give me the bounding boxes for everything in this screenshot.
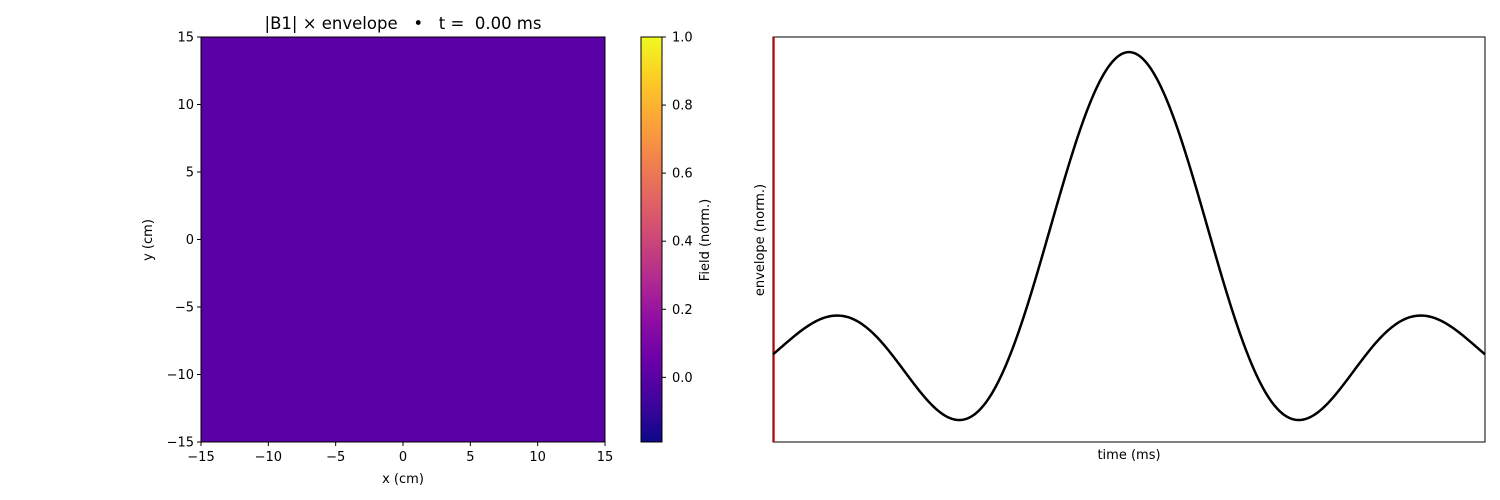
- colorbar-tick-label: 0.8: [672, 99, 693, 114]
- heatmap-x-tick-label: 5: [466, 450, 474, 465]
- heatmap-y-tick-label: −5: [175, 301, 194, 316]
- colorbar-tick-label: 0.0: [672, 371, 693, 386]
- heatmap-x-tick-label: −15: [187, 450, 214, 465]
- heatmap-x-tick-label: 10: [529, 450, 546, 465]
- heatmap-y-tick-label: 0: [186, 233, 194, 248]
- colorbar: 0.0 0.2 0.4 0.6 0.8 1.0 Field (norm.): [640, 31, 713, 443]
- heatmap-inner-disk: [295, 132, 511, 348]
- heatmap-x-tick-label: −10: [255, 450, 282, 465]
- colorbar-label: Field (norm.): [698, 199, 713, 281]
- envelope-series-line: [772, 50, 1486, 422]
- colorbar-tick-label: 0.6: [672, 167, 693, 182]
- heatmap-y-tick-label: −15: [167, 436, 194, 451]
- heatmap-y-tick-label: 10: [177, 98, 194, 113]
- heatmap-x-tick-label: 0: [399, 450, 407, 465]
- heatmap-title: |B1| × envelope • t = 0.00 ms: [265, 14, 542, 33]
- colorbar-axis: 0.0 0.2 0.4 0.6 0.8 1.0: [662, 31, 693, 386]
- heatmap-y-axis: −15 −10 −5 0 5 10 15: [167, 31, 201, 451]
- colorbar-gradient: [640, 36, 663, 443]
- heatmap-x-axis: −15 −10 −5 0 5 10 15: [187, 442, 613, 465]
- heatmap-y-tick-label: 15: [177, 31, 194, 46]
- colorbar-tick-label: 1.0: [672, 31, 693, 46]
- heatmap-x-label: x (cm): [382, 472, 424, 487]
- envelope-x-label: time (ms): [1097, 448, 1160, 463]
- colorbar-tick-label: 0.2: [672, 303, 693, 318]
- heatmap-x-tick-label: −5: [326, 450, 345, 465]
- heatmap-y-tick-label: −10: [167, 368, 194, 383]
- envelope-y-label: envelope (norm.): [753, 184, 768, 296]
- colorbar-tick-label: 0.4: [672, 235, 693, 250]
- heatmap-panel: |B1| × envelope • t = 0.00 ms −15 −10 −5 0 5…: [141, 14, 613, 487]
- heatmap-y-tick-label: 5: [186, 166, 194, 181]
- heatmap-y-label: y (cm): [141, 219, 156, 261]
- envelope-panel: time (ms) envelope (norm.): [753, 36, 1486, 463]
- heatmap-x-tick-label: 15: [597, 450, 614, 465]
- envelope-frame: [772, 36, 1486, 443]
